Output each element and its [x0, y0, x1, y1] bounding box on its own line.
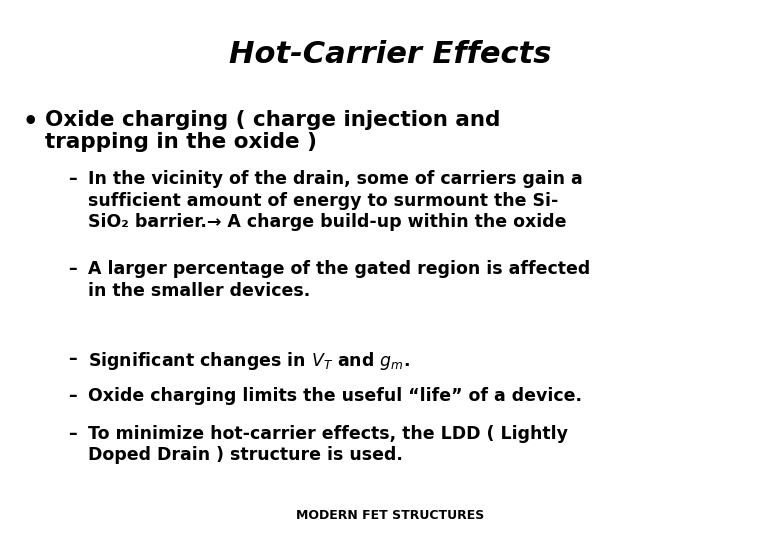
- Text: Oxide charging ( charge injection and: Oxide charging ( charge injection and: [45, 110, 501, 130]
- Text: –: –: [68, 260, 76, 278]
- Text: Significant changes in $V_T$ and $g_m$.: Significant changes in $V_T$ and $g_m$.: [88, 350, 410, 372]
- Text: In the vicinity of the drain, some of carriers gain a
sufficient amount of energ: In the vicinity of the drain, some of ca…: [88, 170, 583, 231]
- Text: Oxide charging limits the useful “life” of a device.: Oxide charging limits the useful “life” …: [88, 387, 582, 405]
- Text: •: •: [22, 110, 37, 134]
- Text: Hot-Carrier Effects: Hot-Carrier Effects: [229, 40, 551, 69]
- Text: –: –: [68, 425, 76, 443]
- Text: A larger percentage of the gated region is affected
in the smaller devices.: A larger percentage of the gated region …: [88, 260, 590, 300]
- Text: trapping in the oxide ): trapping in the oxide ): [45, 132, 317, 152]
- Text: To minimize hot-carrier effects, the LDD ( Lightly
Doped Drain ) structure is us: To minimize hot-carrier effects, the LDD…: [88, 425, 568, 464]
- Text: –: –: [68, 387, 76, 405]
- Text: –: –: [68, 170, 76, 188]
- Text: –: –: [68, 350, 76, 368]
- Text: MODERN FET STRUCTURES: MODERN FET STRUCTURES: [296, 509, 484, 522]
